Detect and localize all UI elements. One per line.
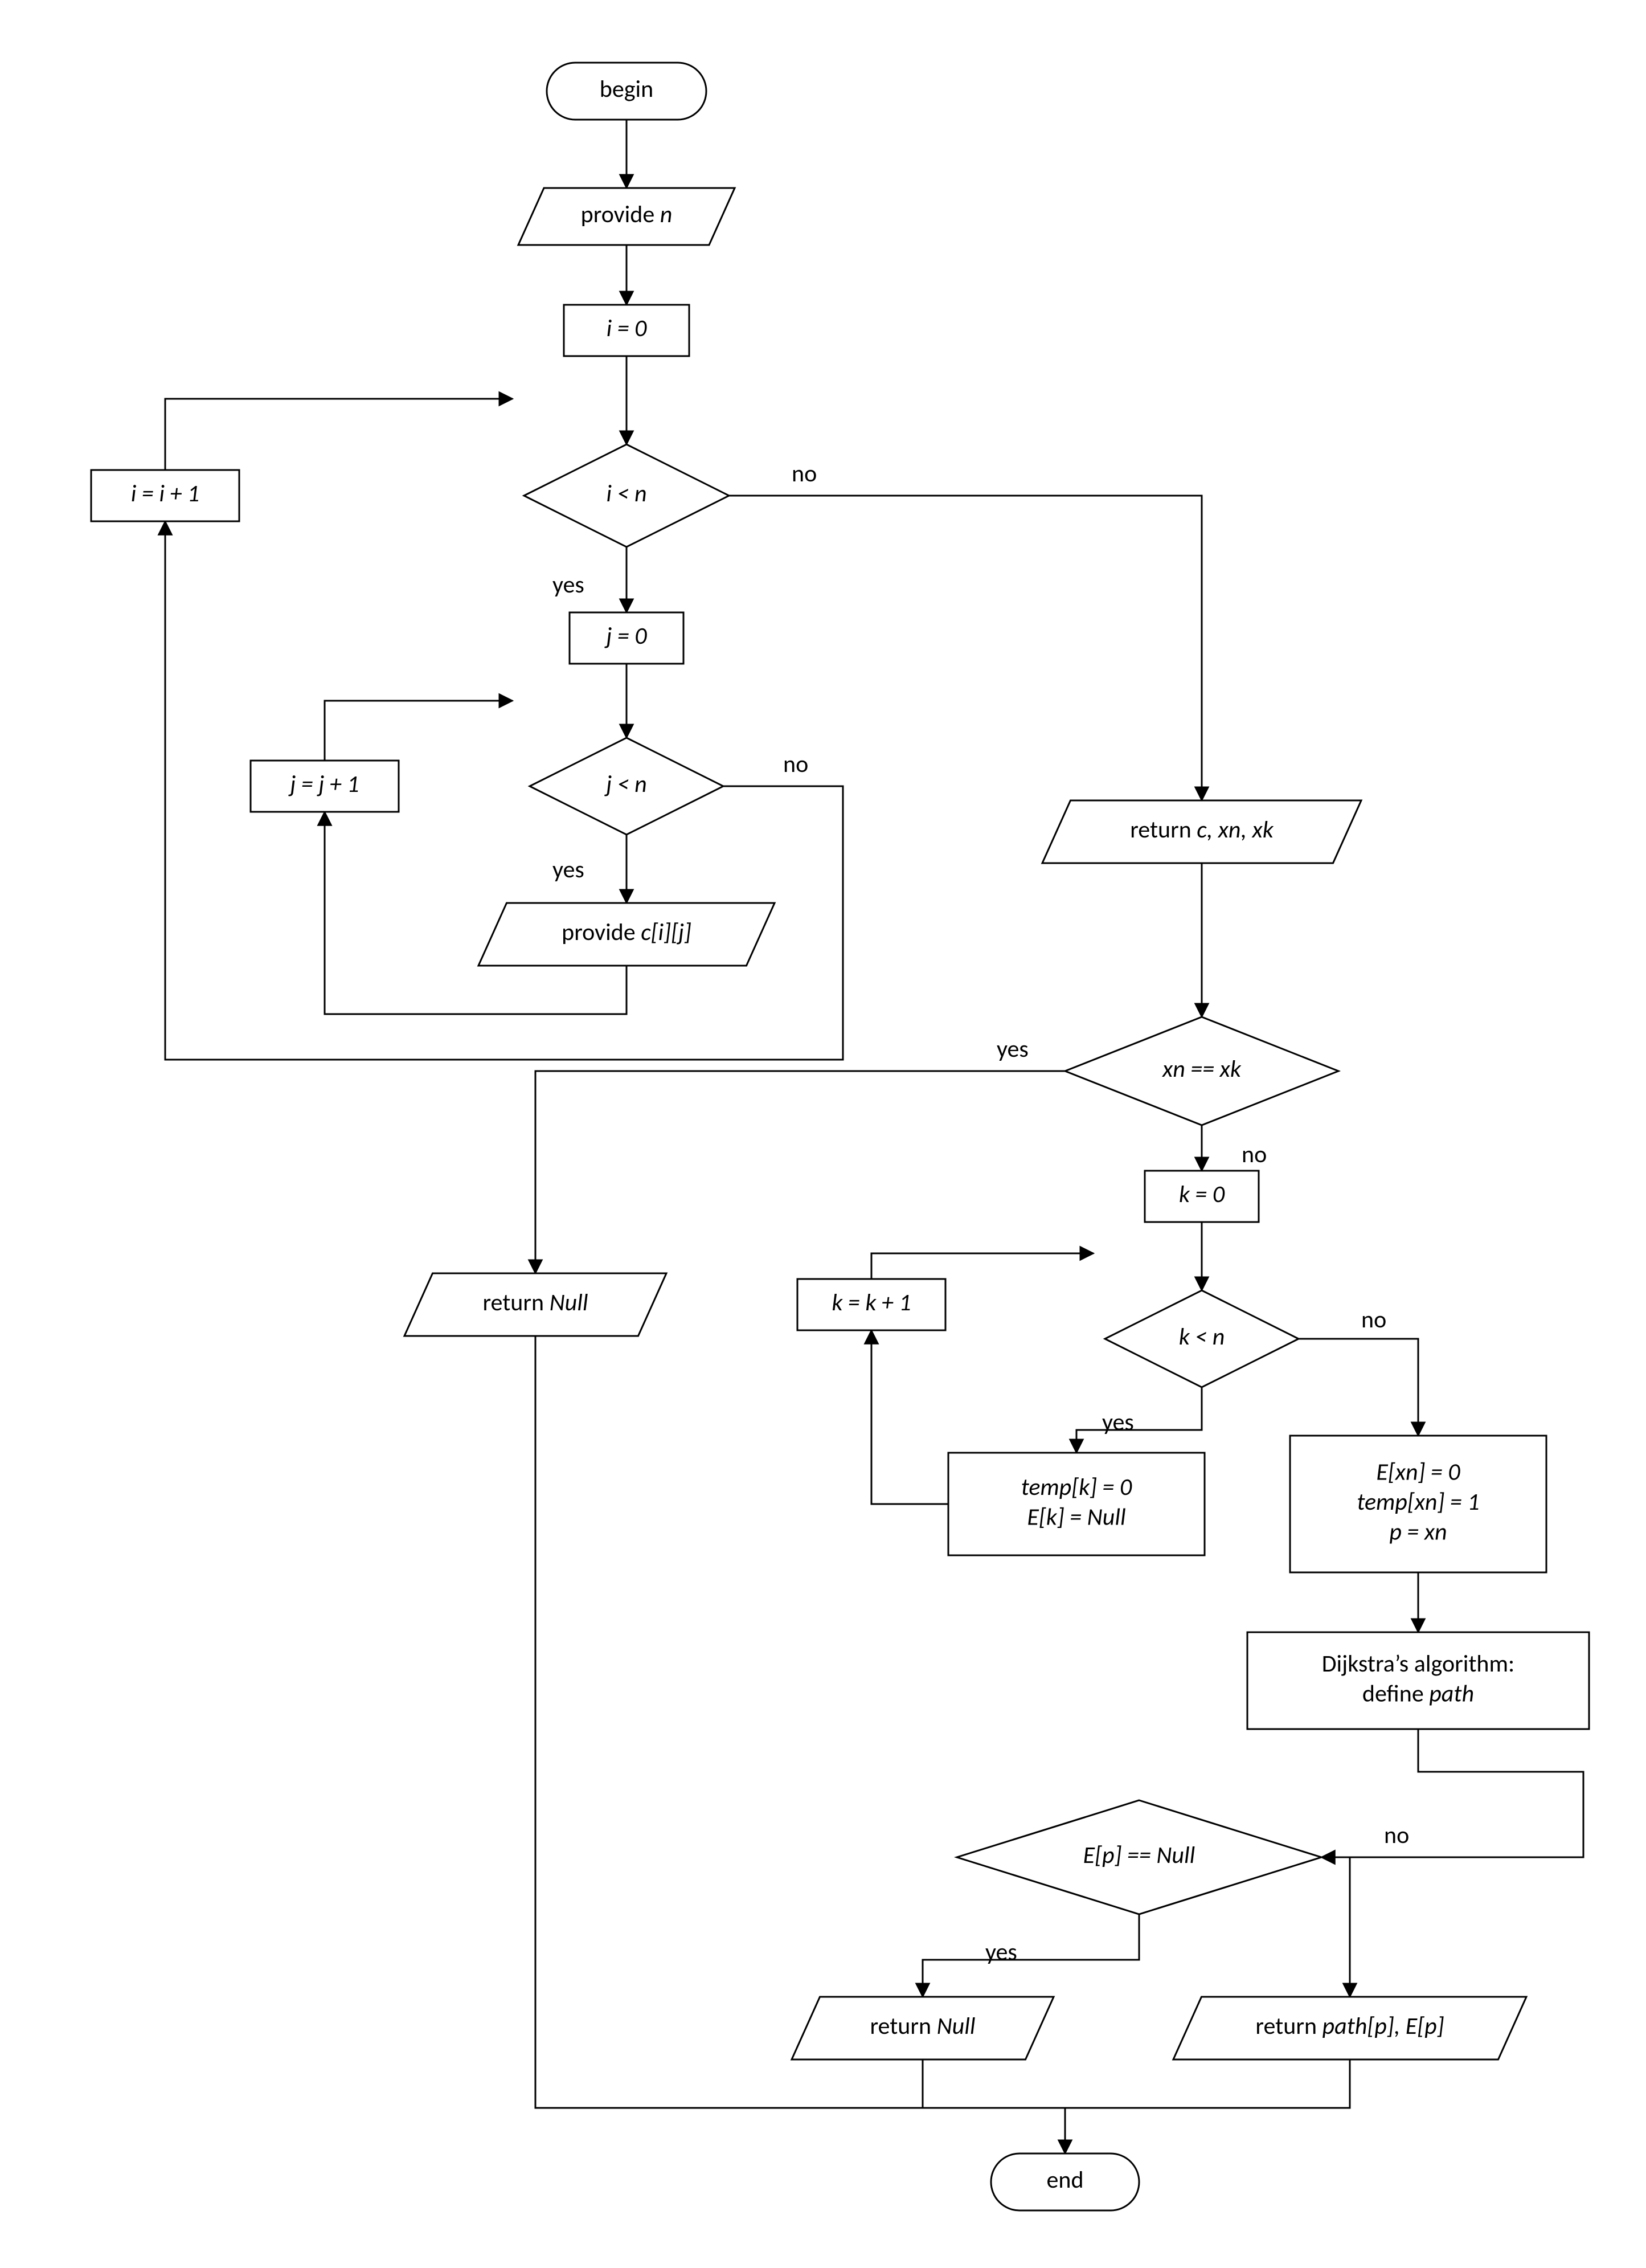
node-label: return Null [482,1288,588,1317]
edge-label: no [1361,1305,1386,1334]
node-label: k = 0 [1179,1180,1225,1209]
edge-label: yes [552,570,584,599]
node-label: provide c[i][j] [562,918,691,947]
edge-label: yes [1102,1408,1134,1437]
node-label: i = 0 [607,314,648,343]
node-label: E[k] = Null [1027,1502,1125,1531]
node-label: return c, xn, xk [1130,815,1274,844]
node-label: temp[k] = 0 [1021,1473,1132,1502]
node-label: return Null [870,2012,975,2041]
node-label: i < n [606,479,646,508]
node-label: E[xn] = 0 [1376,1458,1460,1487]
edge-label: yes [985,1938,1017,1967]
node-label: begin [600,75,653,104]
node-label: E[p] == Null [1083,1841,1195,1870]
edge-label: no [1242,1140,1267,1169]
edge-label: yes [552,855,584,884]
edge-label: no [792,459,817,488]
node-label: xn == xk [1162,1055,1242,1084]
edge-label: no [783,750,808,779]
node-label: j = 0 [604,622,647,651]
node-label: j < n [604,770,647,799]
node-label: return path[p], E[p] [1255,2012,1444,2041]
node-label: k = k + 1 [832,1288,911,1317]
node-label: i = i + 1 [131,479,199,508]
node-label: end [1046,2165,1083,2195]
edge-label: yes [997,1035,1029,1064]
node-label: define path [1362,1679,1474,1708]
node-label: Dijkstra’s algorithm: [1322,1649,1515,1678]
node-label: k < n [1179,1322,1225,1351]
node-label: provide n [581,200,673,229]
node-label: p = xn [1389,1518,1447,1547]
edge-label: no [1384,1821,1409,1850]
node-label: j = j + 1 [288,770,359,799]
node-label: temp[xn] = 1 [1357,1488,1479,1517]
